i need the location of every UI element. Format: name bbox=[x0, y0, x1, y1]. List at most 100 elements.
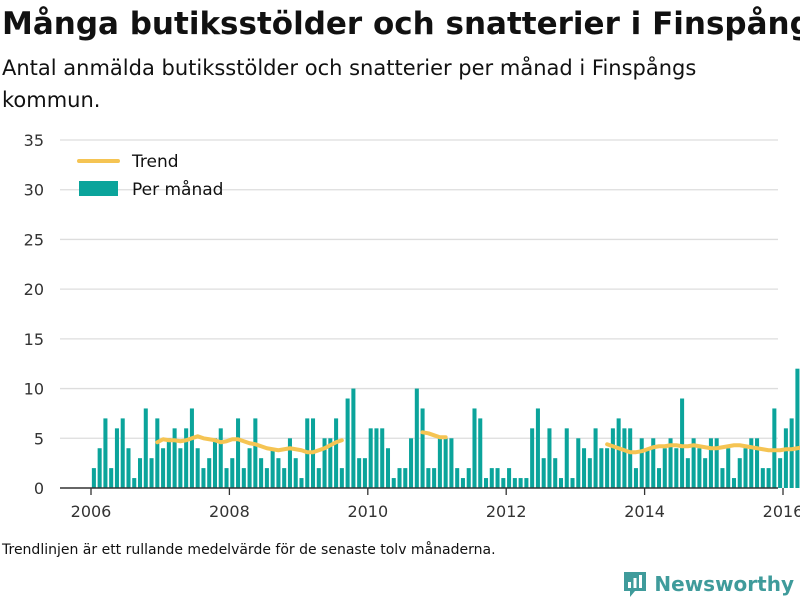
x-tick-label: 2006 bbox=[71, 502, 112, 521]
bar bbox=[270, 448, 275, 488]
gridlines bbox=[60, 139, 778, 439]
y-axis-ticks: 0 5 10 15 20 25 30 35 bbox=[24, 131, 44, 498]
bar bbox=[374, 428, 379, 488]
bar bbox=[622, 428, 627, 488]
x-tick-label: 2014 bbox=[624, 502, 665, 521]
bar bbox=[633, 468, 638, 488]
bar bbox=[535, 408, 540, 488]
bar bbox=[685, 458, 690, 488]
y-tick-label: 0 bbox=[34, 479, 44, 498]
bar bbox=[403, 468, 408, 488]
x-tick-label: 2012 bbox=[486, 502, 527, 521]
x-axis: 2006200820102012201420162018202020222024 bbox=[60, 487, 800, 521]
bar bbox=[276, 458, 281, 488]
bar bbox=[605, 448, 610, 488]
bar bbox=[680, 398, 685, 488]
bar bbox=[512, 478, 517, 488]
bar bbox=[143, 408, 148, 488]
x-tick-label: 2008 bbox=[209, 502, 250, 521]
bar bbox=[155, 418, 160, 488]
bar bbox=[547, 428, 552, 488]
bar bbox=[478, 418, 483, 488]
bar bbox=[161, 448, 166, 488]
bar bbox=[564, 428, 569, 488]
bar bbox=[195, 448, 200, 488]
y-tick-label: 25 bbox=[24, 230, 44, 249]
brand-name: Newsworthy bbox=[654, 572, 794, 596]
bar bbox=[149, 458, 154, 488]
bar bbox=[380, 428, 385, 488]
bar bbox=[345, 398, 350, 488]
bar bbox=[91, 468, 96, 488]
bar bbox=[178, 448, 183, 488]
bar bbox=[484, 478, 489, 488]
bar bbox=[714, 438, 719, 488]
bar bbox=[316, 468, 321, 488]
bar bbox=[731, 478, 737, 488]
bar bbox=[582, 448, 587, 488]
bar bbox=[449, 438, 454, 488]
bar bbox=[259, 458, 264, 488]
x-tick-label: 2016 bbox=[763, 502, 800, 521]
bar bbox=[132, 478, 137, 488]
newsworthy-logo-icon bbox=[624, 572, 647, 597]
bar bbox=[138, 458, 143, 488]
brand-logo: Newsworthy bbox=[622, 568, 794, 600]
bar bbox=[218, 428, 223, 488]
bar bbox=[253, 418, 258, 488]
bar bbox=[593, 428, 598, 488]
bar bbox=[766, 468, 771, 488]
bar bbox=[587, 458, 592, 488]
bar bbox=[437, 438, 442, 488]
bar bbox=[668, 438, 673, 488]
legend-trend-label: Trend bbox=[131, 152, 179, 172]
bar bbox=[610, 428, 615, 488]
bar bbox=[236, 418, 241, 488]
bar bbox=[362, 458, 367, 488]
bar bbox=[778, 458, 783, 488]
bar bbox=[328, 438, 333, 488]
bar bbox=[726, 448, 731, 488]
bar bbox=[339, 468, 344, 488]
chart-title: Många butiksstölder och snatterier i Fin… bbox=[2, 6, 800, 42]
bar bbox=[201, 468, 206, 488]
bar bbox=[662, 448, 667, 488]
footnote: Trendlinjen är ett rullande medelvärde f… bbox=[2, 542, 496, 558]
bar bbox=[334, 418, 339, 488]
bar bbox=[409, 438, 414, 488]
bar bbox=[518, 478, 523, 488]
bar bbox=[755, 438, 760, 488]
bar bbox=[703, 458, 708, 488]
bar bbox=[639, 438, 644, 488]
bar bbox=[120, 418, 125, 488]
bar bbox=[207, 458, 212, 488]
bar bbox=[501, 478, 506, 488]
bar bbox=[628, 428, 633, 488]
bar bbox=[472, 408, 477, 488]
bar bbox=[184, 428, 189, 488]
bar bbox=[426, 468, 431, 488]
bar bbox=[282, 468, 287, 488]
trend-line bbox=[155, 430, 800, 455]
bar bbox=[783, 428, 788, 488]
bar bbox=[189, 408, 194, 488]
bar bbox=[166, 438, 171, 488]
bar bbox=[414, 388, 419, 488]
bar bbox=[293, 458, 298, 488]
bar bbox=[674, 448, 679, 488]
bar bbox=[224, 468, 229, 488]
bar bbox=[524, 478, 529, 488]
bar bbox=[212, 438, 218, 488]
bar bbox=[172, 428, 177, 488]
legend: Trend Per månad bbox=[77, 152, 223, 200]
bar bbox=[230, 458, 235, 488]
y-tick-label: 5 bbox=[34, 429, 44, 448]
legend-bars-label: Per månad bbox=[132, 179, 223, 200]
bar bbox=[558, 478, 564, 488]
bar bbox=[489, 468, 494, 488]
bar bbox=[385, 448, 391, 488]
bar bbox=[126, 448, 131, 488]
bar bbox=[432, 468, 437, 488]
bar bbox=[645, 448, 650, 488]
bar bbox=[651, 438, 656, 488]
